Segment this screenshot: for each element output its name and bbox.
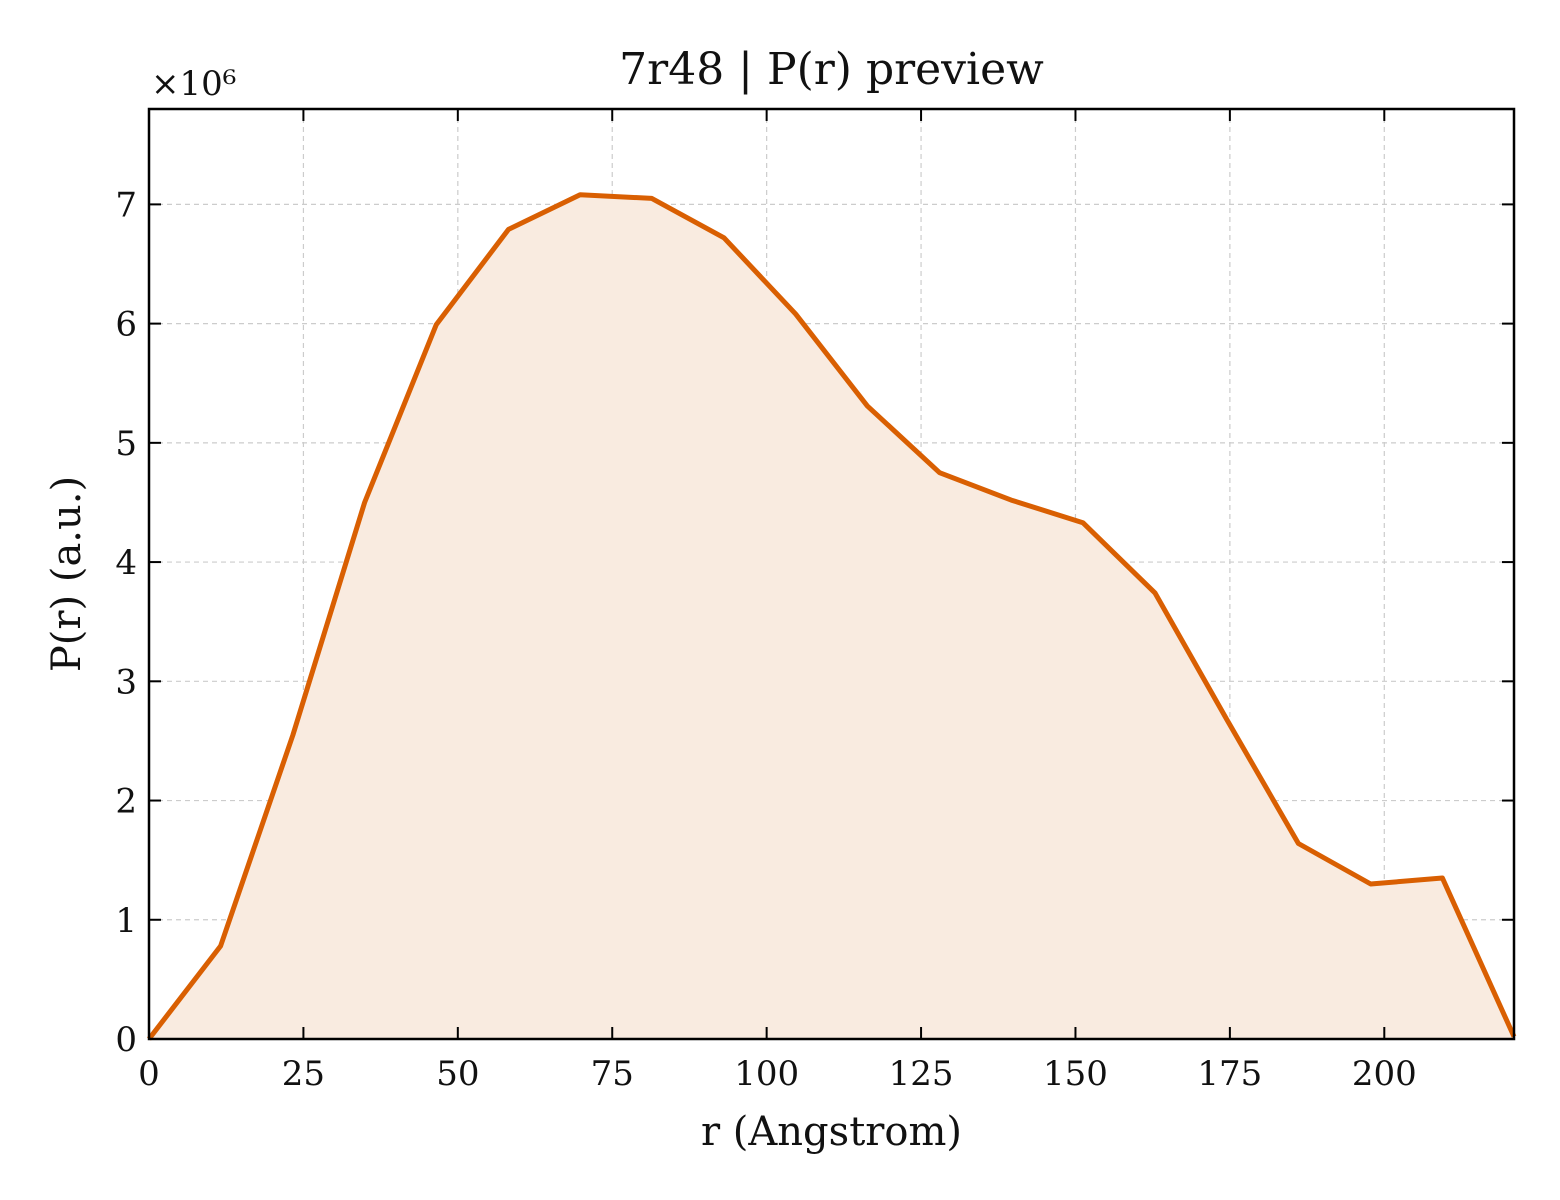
x-tick-label-5: 125 bbox=[889, 1054, 954, 1094]
series-area-fill bbox=[149, 194, 1514, 1040]
y-tick-label-3: 3 bbox=[115, 662, 137, 702]
y-axis-offset-label: ×10⁶ bbox=[151, 64, 236, 104]
x-tick-label-8: 200 bbox=[1352, 1054, 1417, 1094]
y-tick-label-0: 0 bbox=[115, 1020, 137, 1060]
x-tick-label-2: 50 bbox=[436, 1054, 479, 1094]
y-tick-label-6: 6 bbox=[115, 305, 137, 345]
x-tick-label-0: 0 bbox=[138, 1054, 160, 1094]
y-axis-label: P(r) (a.u.) bbox=[44, 476, 90, 672]
x-tick-label-1: 25 bbox=[282, 1054, 325, 1094]
plot-frame bbox=[147, 107, 1516, 1041]
x-tick-label-7: 175 bbox=[1197, 1054, 1262, 1094]
y-tick-label-5: 5 bbox=[115, 424, 137, 464]
x-tick-label-3: 75 bbox=[591, 1054, 634, 1094]
y-tick-label-1: 1 bbox=[115, 901, 137, 941]
y-axis: 0 1 2 3 4 5 6 7 bbox=[115, 185, 1514, 1060]
x-tick-label-6: 150 bbox=[1043, 1054, 1108, 1094]
chart-title: 7r48 | P(r) preview bbox=[619, 44, 1044, 95]
series-line bbox=[147, 192, 1517, 1041]
x-axis: 0 25 50 75 100 125 150 175 200 bbox=[138, 109, 1417, 1094]
x-tick-label-4: 100 bbox=[734, 1054, 799, 1094]
y-tick-label-2: 2 bbox=[115, 782, 137, 822]
y-tick-label-4: 4 bbox=[115, 543, 137, 583]
y-tick-label-7: 7 bbox=[115, 185, 137, 225]
x-axis-label: r (Angstrom) bbox=[701, 1109, 962, 1155]
